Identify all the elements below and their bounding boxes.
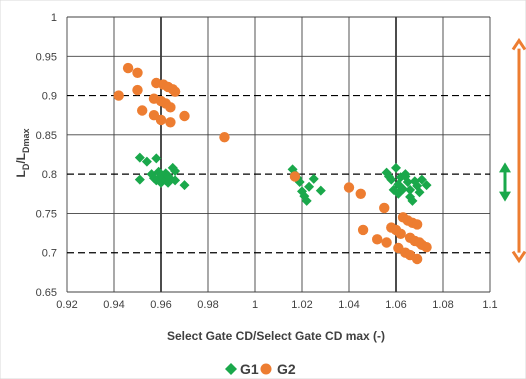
point-g1 — [400, 171, 411, 182]
point-g1 — [304, 181, 315, 192]
x-tick-label: 0.92 — [56, 299, 77, 311]
point-g1 — [398, 184, 409, 195]
y-tick-labels: 0.65 0.7 0.75 0.8 0.85 0.9 0.95 1 — [36, 12, 57, 299]
point-g2 — [372, 234, 383, 245]
point-g2 — [179, 110, 190, 122]
green-range-arrow-head-top — [499, 162, 511, 173]
y-axis-label: LD/LDmax — [14, 128, 31, 177]
green-range-arrow-head-bottom — [499, 191, 511, 202]
point-g1 — [170, 175, 181, 186]
point-g2 — [132, 67, 143, 78]
point-g1 — [414, 187, 425, 198]
y-label-numerator-sub: D — [21, 163, 31, 170]
y-label-numerator: L — [14, 170, 28, 177]
y-tick-label: 0.9 — [42, 91, 57, 103]
legend: G1 G2 — [225, 361, 296, 377]
point-g2 — [379, 202, 390, 214]
point-g1 — [308, 173, 319, 184]
point-g1 — [405, 184, 416, 195]
data-points — [113, 62, 432, 265]
point-g2 — [155, 114, 167, 126]
orange-range-arrow-head-bottom — [511, 250, 526, 264]
point-g2 — [421, 242, 432, 253]
point-g2 — [381, 237, 392, 248]
point-g2 — [219, 132, 230, 143]
point-g2 — [165, 102, 176, 113]
point-g2 — [411, 219, 423, 230]
plot-grid — [66, 16, 491, 293]
x-axis-label: Select Gate CD/Select Gate CD max (-) — [167, 329, 385, 343]
point-g2 — [165, 117, 176, 128]
x-tick-label: 1.06 — [385, 299, 406, 311]
legend-marker-g1 — [225, 363, 237, 375]
x-tick-label: 0.96 — [150, 299, 171, 311]
legend-label-g1: G1 — [240, 361, 259, 377]
point-g2 — [113, 90, 124, 101]
point-g1 — [391, 162, 401, 173]
point-g2 — [169, 86, 181, 97]
legend-marker-g2 — [260, 363, 272, 375]
point-g1 — [134, 174, 145, 185]
point-g1 — [301, 195, 312, 206]
y-tick-label: 0.75 — [36, 208, 57, 220]
y-tick-label: 0.7 — [42, 248, 57, 260]
point-g2 — [355, 188, 366, 199]
point-g1 — [407, 195, 418, 206]
point-g2 — [411, 253, 423, 265]
point-g2 — [357, 224, 369, 236]
point-g1 — [170, 166, 181, 176]
point-g1 — [315, 185, 326, 196]
point-g2 — [289, 171, 301, 182]
point-g1 — [421, 180, 432, 191]
x-tick-label: 1.08 — [432, 299, 453, 311]
y-label-denominator-sub: Dmax — [21, 128, 31, 153]
point-g2 — [122, 62, 134, 74]
y-label-divider: /L — [14, 153, 28, 164]
x-tick-labels: 0.92 0.94 0.96 0.98 1 1.02 1.04 1.06 1.08 1.1 — [56, 299, 497, 311]
x-tick-label: 0.98 — [197, 299, 218, 311]
point-g1 — [134, 152, 145, 163]
point-g1 — [388, 184, 399, 195]
y-tick-label: 0.65 — [36, 287, 57, 299]
point-g1 — [416, 174, 427, 185]
y-tick-label: 0.85 — [36, 130, 57, 142]
y-tick-label: 0.95 — [36, 51, 57, 63]
point-g2 — [137, 105, 148, 116]
x-tick-label: 0.94 — [103, 299, 124, 311]
point-g1 — [151, 153, 162, 164]
point-g2 — [343, 182, 355, 193]
y-tick-label: 1 — [51, 12, 57, 24]
orange-range-arrow-head-top — [511, 37, 526, 51]
x-tick-label: 1.02 — [291, 299, 312, 311]
point-g2 — [395, 228, 406, 240]
x-tick-label: 1 — [252, 299, 258, 311]
point-g1 — [141, 156, 152, 167]
point-g2 — [132, 84, 143, 96]
point-g1 — [386, 174, 397, 185]
range-arrows — [499, 37, 526, 264]
x-tick-label: 1.04 — [338, 299, 359, 311]
point-g1 — [179, 180, 190, 191]
x-tick-label: 1.1 — [482, 299, 497, 311]
legend-label-g2: G2 — [277, 361, 296, 377]
y-tick-label: 0.8 — [42, 169, 57, 181]
